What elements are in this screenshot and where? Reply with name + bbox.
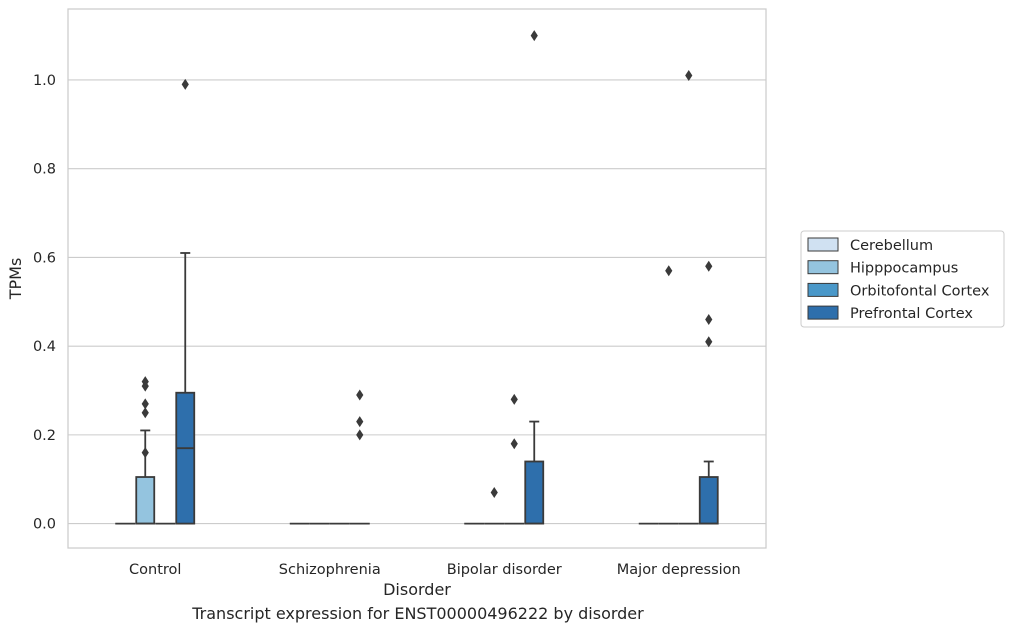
y-tick-label: 0.4 — [33, 339, 56, 355]
figure-caption: Transcript expression for ENST0000049622… — [192, 604, 644, 623]
box-body — [524, 460, 545, 525]
outlier-point — [705, 314, 713, 326]
outlier-point — [181, 78, 189, 90]
x-tick-label: Major depression — [617, 562, 741, 578]
outlier-point — [141, 407, 149, 419]
legend-label: Hipppocampus — [850, 261, 958, 277]
box-body — [175, 391, 196, 525]
box-1-0 — [135, 376, 156, 525]
box-3-0 — [175, 78, 196, 525]
outlier-point — [356, 416, 364, 428]
legend-label: Orbitofontal Cortex — [850, 283, 990, 299]
outlier-point — [665, 265, 673, 277]
y-tick-label: 1.0 — [33, 73, 56, 89]
box-1-2 — [484, 487, 505, 525]
legend-label: Cerebellum — [850, 238, 933, 254]
x-tick-label: Bipolar disorder — [447, 562, 562, 578]
plot-frame — [67, 8, 767, 549]
legend-swatch — [807, 282, 839, 297]
box-body — [698, 476, 719, 525]
x-tick-label: Schizophrenia — [279, 562, 381, 578]
outlier-point — [141, 447, 149, 459]
outlier-point — [685, 70, 693, 82]
y-axis-label: TPMs — [6, 258, 25, 301]
outlier-point — [356, 429, 364, 441]
legend-swatch — [807, 305, 839, 320]
x-tick-labels: Control Schizophrenia Bipolar disorder Majo… — [129, 562, 741, 578]
y-tick-label: 0.6 — [33, 250, 56, 266]
legend-label: Prefrontal Cortex — [850, 306, 973, 322]
boxes — [115, 30, 719, 525]
box-body — [135, 476, 156, 525]
legend-swatch — [807, 260, 839, 275]
x-tick-label: Control — [129, 562, 181, 578]
box-3-3 — [698, 260, 719, 525]
y-tick-label: 0.0 — [33, 517, 56, 533]
y-tick-label: 0.8 — [33, 162, 56, 178]
box-2-2 — [504, 393, 525, 525]
y-tick-label: 0.2 — [33, 428, 56, 444]
outlier-point — [705, 260, 713, 272]
box-1-3 — [658, 265, 679, 525]
legend-frame — [800, 230, 1005, 328]
x-axis-label: Disorder — [383, 580, 451, 599]
outlier-point — [141, 376, 149, 388]
legend: Cerebellum Hipppocampus Orbitofontal Corte… — [800, 230, 1005, 328]
outlier-point — [530, 30, 538, 42]
box-2-3 — [678, 70, 699, 525]
gridlines — [68, 79, 766, 525]
outlier-point — [510, 393, 518, 405]
outlier-point — [141, 398, 149, 410]
outlier-point — [705, 336, 713, 348]
y-tick-labels: 0.0 0.2 0.4 0.6 0.8 1.0 — [33, 73, 56, 533]
outlier-point — [356, 389, 364, 401]
legend-swatch — [807, 237, 839, 252]
box-3-2 — [524, 30, 545, 525]
outlier-point — [490, 487, 498, 499]
box-3-1 — [349, 389, 370, 525]
outlier-point — [510, 438, 518, 450]
